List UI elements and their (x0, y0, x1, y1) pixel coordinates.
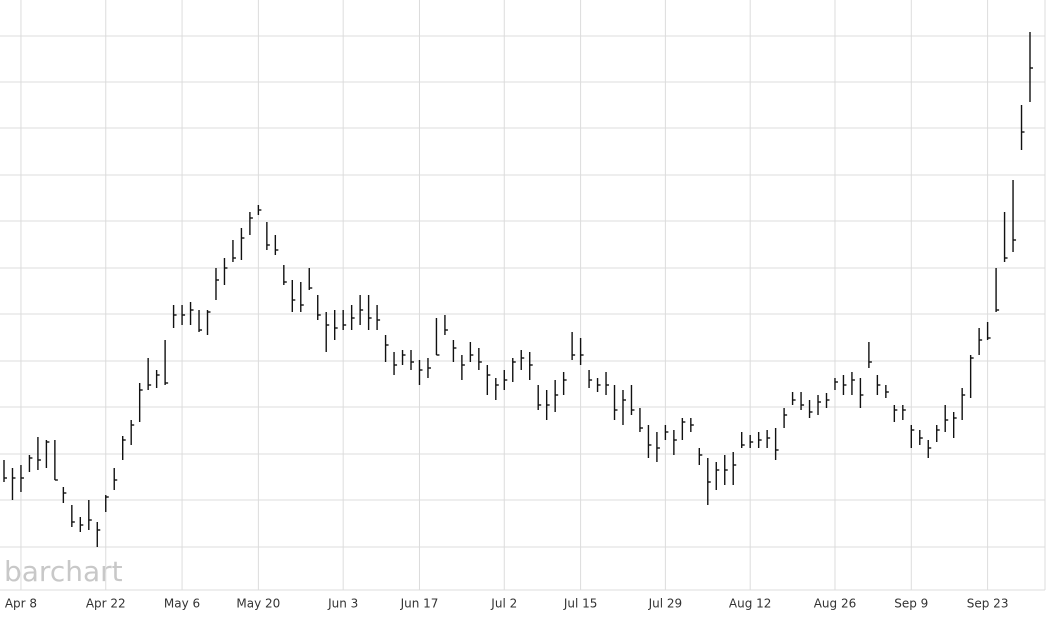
x-tick-label: Jul 2 (490, 597, 517, 611)
x-tick-label: Jun 3 (327, 597, 358, 611)
x-tick-label: May 20 (236, 597, 280, 611)
x-tick-label: Apr 22 (86, 597, 126, 611)
x-tick-label: Apr 8 (5, 597, 37, 611)
x-tick-label: Jun 17 (400, 597, 439, 611)
x-tick-label: Jul 15 (563, 597, 598, 611)
x-tick-label: Sep 23 (967, 597, 1009, 611)
x-tick-label: Sep 9 (894, 597, 928, 611)
x-tick-label: Jul 29 (648, 597, 683, 611)
watermark: barchart (4, 555, 123, 588)
x-tick-label: Aug 26 (814, 597, 857, 611)
x-tick-label: May 6 (164, 597, 200, 611)
x-tick-label: Aug 12 (729, 597, 772, 611)
